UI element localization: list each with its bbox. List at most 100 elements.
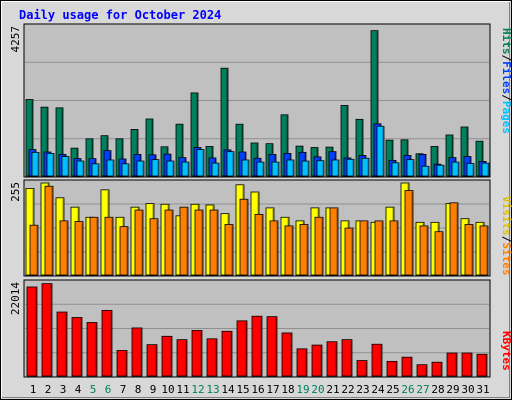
bar-sites-day-29 xyxy=(449,202,459,276)
bar-sites-day-9 xyxy=(149,218,159,276)
bar-pages-day-9 xyxy=(151,159,160,177)
bar-sites-day-10 xyxy=(164,209,174,276)
bar-pages-day-21 xyxy=(331,159,340,177)
bar-kbytes-day-14 xyxy=(221,330,233,377)
legend-top: Hits/Files/Pages xyxy=(500,28,512,134)
svg-text:Hits/Files/Pages: Hits/Files/Pages xyxy=(500,28,512,134)
bar-pages-day-8 xyxy=(136,160,145,177)
x-tick-label-day-5: 5 xyxy=(90,383,97,396)
bar-kbytes-day-3 xyxy=(56,311,68,377)
x-tick-label-day-26: 26 xyxy=(401,383,414,396)
bar-pages-day-17 xyxy=(271,161,280,177)
bar-sites-day-12 xyxy=(194,209,204,276)
bar-kbytes-day-22 xyxy=(341,339,353,377)
x-tick-label-day-20: 20 xyxy=(311,383,324,396)
bar-sites-day-4 xyxy=(74,221,84,276)
bar-sites-day-13 xyxy=(209,209,219,276)
x-tick-label-day-15: 15 xyxy=(236,383,249,396)
bar-kbytes-day-15 xyxy=(236,320,248,377)
bar-pages-day-28 xyxy=(436,164,445,177)
x-tick-label-day-30: 30 xyxy=(461,383,474,396)
bar-kbytes-day-28 xyxy=(431,361,443,377)
bar-sites-day-5 xyxy=(89,216,99,276)
bar-kbytes-day-30 xyxy=(461,352,473,377)
bar-sites-day-24 xyxy=(374,220,384,276)
bar-pages-day-30 xyxy=(466,163,475,177)
legend-sep-2: / xyxy=(500,55,512,62)
bar-pages-day-2 xyxy=(46,153,55,177)
bar-kbytes-day-24 xyxy=(371,343,383,377)
panel-kbytes: 22014 KBytes xyxy=(9,279,512,378)
bar-sites-day-6 xyxy=(104,216,114,276)
x-tick-label-day-23: 23 xyxy=(356,383,369,396)
bar-pages-day-27 xyxy=(421,165,430,177)
bar-pages-day-1 xyxy=(31,151,40,177)
bar-kbytes-day-16 xyxy=(251,315,263,377)
legend-sites: Sites xyxy=(500,242,512,275)
bar-sites-day-16 xyxy=(254,213,264,276)
bar-sites-day-28 xyxy=(434,231,444,276)
legend-kbytes: KBytes xyxy=(500,331,512,371)
bar-sites-day-11 xyxy=(179,206,189,276)
bar-sites-day-17 xyxy=(269,220,279,276)
bar-kbytes-day-26 xyxy=(401,356,413,377)
bar-pages-day-26 xyxy=(406,159,415,177)
legend-hits: Hits xyxy=(500,28,512,55)
bar-sites-day-3 xyxy=(59,220,69,276)
bar-sites-day-25 xyxy=(389,220,399,276)
bar-kbytes-day-1 xyxy=(26,286,38,377)
x-tick-label-day-28: 28 xyxy=(431,383,444,396)
x-tick-label-day-17: 17 xyxy=(266,383,279,396)
bar-kbytes-day-27 xyxy=(416,364,428,377)
bar-pages-day-15 xyxy=(241,159,250,177)
bar-sites-day-18 xyxy=(284,225,294,276)
panel-visits-sites: 255 Visits/Sites xyxy=(9,179,512,277)
bar-sites-day-2 xyxy=(44,185,54,276)
bar-sites-day-7 xyxy=(119,226,129,276)
bar-sites-day-23 xyxy=(359,220,369,276)
bar-kbytes-day-5 xyxy=(86,322,98,377)
svg-text:Visits/Sites: Visits/Sites xyxy=(500,196,512,276)
bar-pages-day-4 xyxy=(76,160,85,177)
bar-kbytes-day-6 xyxy=(101,309,113,377)
x-tick-label-day-29: 29 xyxy=(446,383,459,396)
bar-kbytes-day-18 xyxy=(281,332,293,377)
x-tick-label-day-25: 25 xyxy=(386,383,399,396)
bar-pages-day-29 xyxy=(451,161,460,177)
bar-kbytes-day-31 xyxy=(476,353,488,377)
svg-text:KBytes: KBytes xyxy=(500,331,512,371)
x-tick-label-day-4: 4 xyxy=(75,383,82,396)
bars-bottom xyxy=(26,283,488,377)
x-tick-label-day-12: 12 xyxy=(191,383,204,396)
bar-sites-day-31 xyxy=(479,225,489,276)
x-tick-label-day-19: 19 xyxy=(296,383,309,396)
x-tick-label-day-1: 1 xyxy=(30,383,37,396)
bar-pages-day-14 xyxy=(226,151,235,177)
bar-pages-day-18 xyxy=(286,159,295,177)
bar-pages-day-31 xyxy=(481,162,490,177)
x-tick-label-day-31: 31 xyxy=(476,383,489,396)
bar-sites-day-30 xyxy=(464,224,474,276)
bar-kbytes-day-2 xyxy=(41,283,53,377)
x-tick-label-day-16: 16 xyxy=(251,383,264,396)
bar-kbytes-day-7 xyxy=(116,350,128,377)
bars-middle xyxy=(25,182,489,276)
bar-pages-day-12 xyxy=(196,149,205,177)
bar-sites-day-14 xyxy=(224,224,234,276)
bar-pages-day-10 xyxy=(166,160,175,177)
bar-sites-day-15 xyxy=(239,198,249,276)
x-tick-label-day-14: 14 xyxy=(221,383,235,396)
bar-sites-day-27 xyxy=(419,225,429,276)
bar-kbytes-day-21 xyxy=(326,341,338,377)
legend-middle: Visits/Sites xyxy=(500,196,512,276)
bar-kbytes-day-13 xyxy=(206,338,218,377)
legend-files: Files xyxy=(500,61,512,94)
bar-sites-day-1 xyxy=(29,224,39,276)
bar-pages-day-19 xyxy=(301,160,310,177)
bar-kbytes-day-10 xyxy=(161,335,173,377)
bar-kbytes-day-29 xyxy=(446,352,458,377)
x-tick-label-day-10: 10 xyxy=(161,383,174,396)
bar-pages-day-23 xyxy=(361,157,370,177)
bar-kbytes-day-23 xyxy=(356,360,368,377)
